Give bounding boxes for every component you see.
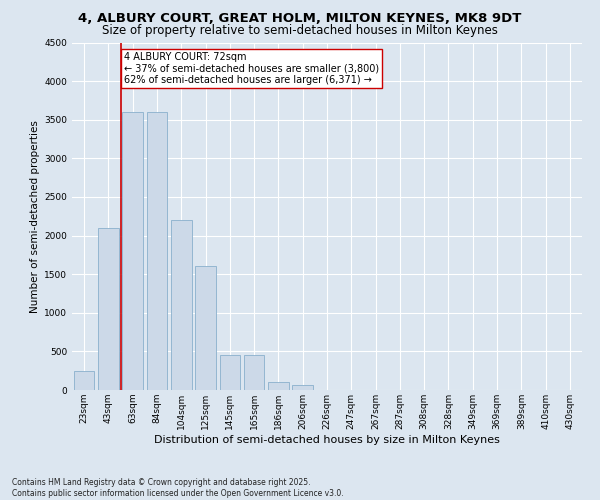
Bar bbox=[220, 355, 240, 390]
Text: 4, ALBURY COURT, GREAT HOLM, MILTON KEYNES, MK8 9DT: 4, ALBURY COURT, GREAT HOLM, MILTON KEYN… bbox=[79, 12, 521, 26]
Text: 4 ALBURY COURT: 72sqm
← 37% of semi-detached houses are smaller (3,800)
62% of s: 4 ALBURY COURT: 72sqm ← 37% of semi-deta… bbox=[124, 52, 379, 85]
Bar bbox=[122, 112, 143, 390]
Bar bbox=[195, 266, 216, 390]
Bar bbox=[74, 370, 94, 390]
Bar bbox=[171, 220, 191, 390]
Text: Contains HM Land Registry data © Crown copyright and database right 2025.
Contai: Contains HM Land Registry data © Crown c… bbox=[12, 478, 344, 498]
Text: Size of property relative to semi-detached houses in Milton Keynes: Size of property relative to semi-detach… bbox=[102, 24, 498, 37]
Y-axis label: Number of semi-detached properties: Number of semi-detached properties bbox=[30, 120, 40, 312]
Bar bbox=[292, 386, 313, 390]
Bar bbox=[98, 228, 119, 390]
Bar bbox=[244, 355, 265, 390]
Bar bbox=[268, 382, 289, 390]
Bar bbox=[146, 112, 167, 390]
X-axis label: Distribution of semi-detached houses by size in Milton Keynes: Distribution of semi-detached houses by … bbox=[154, 434, 500, 444]
